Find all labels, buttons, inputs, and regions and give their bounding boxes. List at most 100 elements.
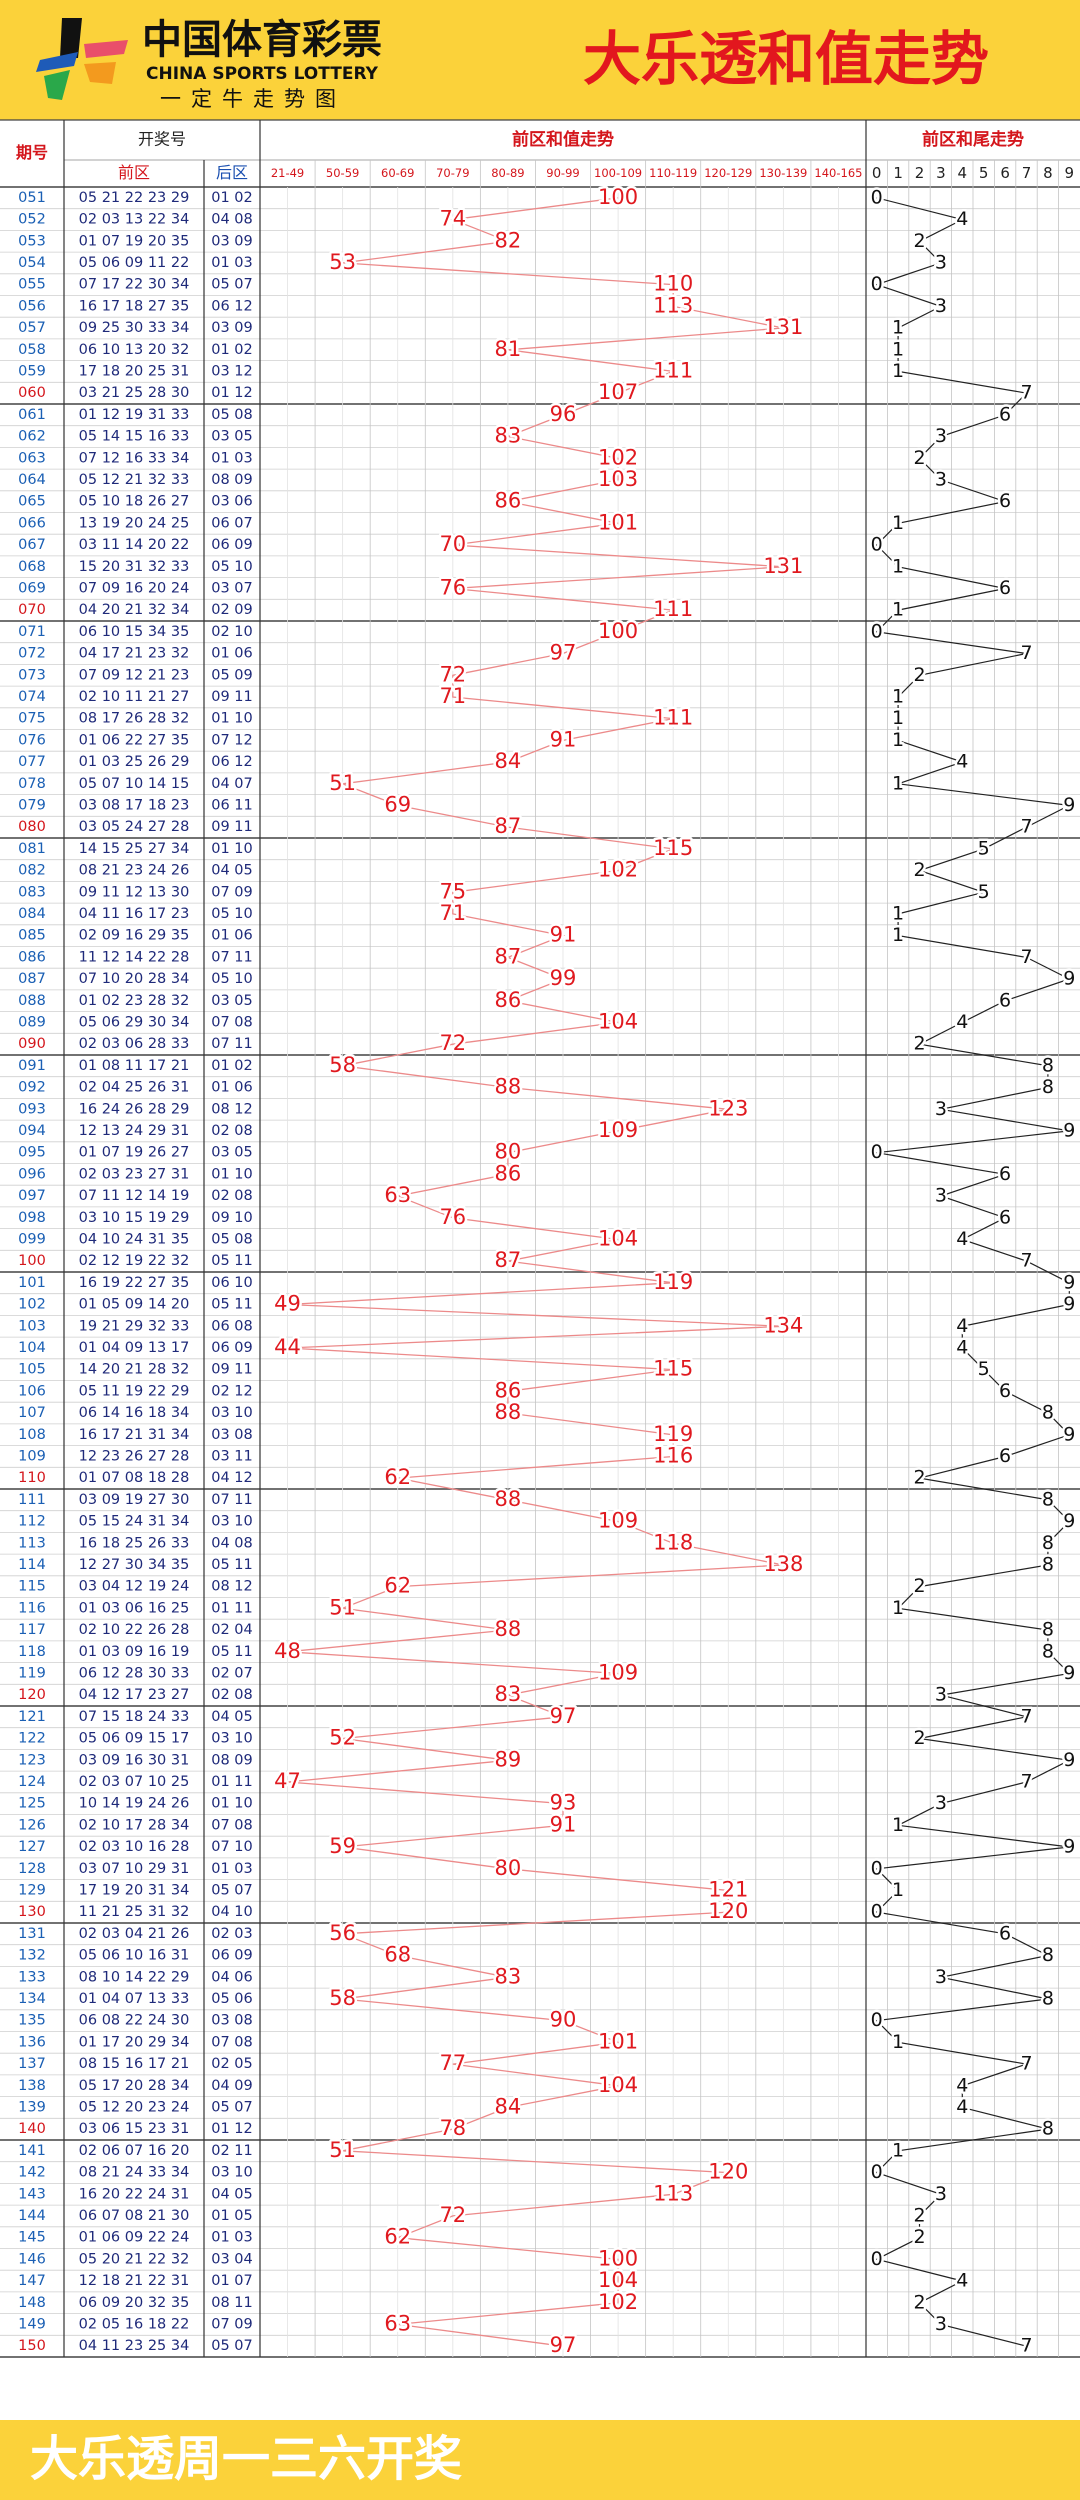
back-numbers: 01 05 xyxy=(211,2208,253,2224)
issue-number: 150 xyxy=(18,2338,46,2354)
logo-green xyxy=(44,70,70,100)
back-numbers: 01 06 xyxy=(211,928,253,944)
back-numbers: 01 02 xyxy=(211,1058,253,1074)
issue-number: 126 xyxy=(18,1817,46,1833)
sum-value: 69 xyxy=(384,792,411,816)
back-numbers: 01 03 xyxy=(211,2230,253,2246)
tail-value: 1 xyxy=(892,1879,904,1901)
front-numbers: 17 19 20 31 34 xyxy=(79,1882,190,1898)
front-numbers: 12 23 26 27 28 xyxy=(79,1448,190,1464)
tail-value: 1 xyxy=(892,360,904,382)
front-numbers: 01 07 19 26 27 xyxy=(79,1145,190,1161)
front-numbers: 13 19 20 24 25 xyxy=(79,515,190,531)
sum-value: 88 xyxy=(495,1487,522,1511)
sum-value: 87 xyxy=(495,814,522,838)
sum-value: 90 xyxy=(550,2008,577,2032)
tail-value: 2 xyxy=(913,859,925,881)
tail-value: 9 xyxy=(1063,1749,1075,1771)
front-numbers: 12 18 21 22 31 xyxy=(79,2273,190,2289)
issue-number: 091 xyxy=(18,1058,46,1074)
issue-number: 139 xyxy=(18,2099,46,2115)
back-numbers: 03 09 xyxy=(211,320,253,336)
front-numbers: 03 08 17 18 23 xyxy=(79,797,190,813)
front-numbers: 06 10 15 34 35 xyxy=(79,624,190,640)
tail-value: 3 xyxy=(935,1966,947,1988)
issue-number: 129 xyxy=(18,1882,46,1898)
sum-value: 86 xyxy=(495,988,522,1012)
header-front: 前区 xyxy=(118,163,150,182)
tail-value: 1 xyxy=(892,707,904,729)
back-numbers: 07 08 xyxy=(211,1817,253,1833)
issue-number: 095 xyxy=(18,1145,46,1161)
sum-range-label: 60-69 xyxy=(381,166,414,180)
front-numbers: 01 02 23 28 32 xyxy=(79,993,190,1009)
sum-range-label: 80-89 xyxy=(491,166,524,180)
back-numbers: 04 08 xyxy=(211,212,253,228)
tail-value: 6 xyxy=(999,1445,1011,1467)
issue-number: 082 xyxy=(18,863,46,879)
front-numbers: 06 12 28 30 33 xyxy=(79,1665,190,1681)
sum-value: 63 xyxy=(384,1183,411,1207)
issue-number: 128 xyxy=(18,1861,46,1877)
back-numbers: 03 06 xyxy=(211,494,253,510)
tail-digit-label: 7 xyxy=(1022,164,1032,182)
tail-value: 0 xyxy=(871,2248,883,2270)
sum-value: 62 xyxy=(384,1574,411,1598)
logo-blue xyxy=(36,52,78,72)
front-numbers: 01 06 22 27 35 xyxy=(79,732,190,748)
front-numbers: 01 07 19 20 35 xyxy=(79,233,190,249)
issue-number: 143 xyxy=(18,2186,46,2202)
back-numbers: 03 11 xyxy=(211,1448,253,1464)
front-numbers: 05 11 19 22 29 xyxy=(79,1383,190,1399)
tail-value: 0 xyxy=(871,620,883,642)
back-numbers: 08 11 xyxy=(211,2295,253,2311)
issue-number: 120 xyxy=(18,1687,46,1703)
sum-range-label: 100-109 xyxy=(594,166,642,180)
back-numbers: 03 10 xyxy=(211,1514,253,1530)
front-numbers: 03 09 16 30 31 xyxy=(79,1752,190,1768)
tail-value: 2 xyxy=(913,2291,925,2313)
sum-value: 68 xyxy=(384,1943,411,1967)
front-numbers: 12 13 24 29 31 xyxy=(79,1123,190,1139)
tail-digit-label: 1 xyxy=(893,164,903,182)
front-numbers: 07 17 22 30 34 xyxy=(79,277,190,293)
tail-value: 7 xyxy=(1020,1705,1032,1727)
issue-number: 072 xyxy=(18,646,46,662)
tail-value: 7 xyxy=(1020,382,1032,404)
tail-value: 6 xyxy=(999,577,1011,599)
tail-value: 3 xyxy=(935,1792,947,1814)
front-numbers: 02 09 16 29 35 xyxy=(79,928,190,944)
front-numbers: 02 03 13 22 34 xyxy=(79,212,190,228)
sum-value: 84 xyxy=(495,2094,522,2118)
tail-value: 8 xyxy=(1042,1640,1054,1662)
header-sum: 前区和值走势 xyxy=(512,129,614,150)
sum-value: 78 xyxy=(439,2116,466,2140)
front-numbers: 01 05 09 14 20 xyxy=(79,1297,190,1313)
issue-number: 094 xyxy=(18,1123,46,1139)
issue-number: 056 xyxy=(18,298,46,314)
tail-value: 1 xyxy=(892,512,904,534)
issue-number: 131 xyxy=(18,1926,46,1942)
sum-value: 93 xyxy=(550,1791,577,1815)
logo-stroke xyxy=(60,18,82,58)
back-numbers: 01 10 xyxy=(211,711,253,727)
front-numbers: 06 07 08 21 30 xyxy=(79,2208,190,2224)
sum-value: 97 xyxy=(550,641,577,665)
tail-value: 2 xyxy=(913,664,925,686)
sum-value: 91 xyxy=(550,727,577,751)
issue-number: 081 xyxy=(18,841,46,857)
sum-value: 51 xyxy=(329,2138,356,2162)
front-numbers: 09 11 12 13 30 xyxy=(79,884,190,900)
back-numbers: 04 10 xyxy=(211,1904,253,1920)
back-numbers: 03 08 xyxy=(211,1427,253,1443)
front-numbers: 02 05 16 18 22 xyxy=(79,2316,190,2332)
front-numbers: 07 15 18 24 33 xyxy=(79,1709,190,1725)
tail-value: 4 xyxy=(956,1228,968,1250)
tail-value: 1 xyxy=(892,902,904,924)
front-numbers: 04 11 23 25 34 xyxy=(79,2338,190,2354)
tail-value: 1 xyxy=(892,1814,904,1836)
back-numbers: 03 05 xyxy=(211,993,253,1009)
issue-number: 061 xyxy=(18,407,46,423)
tail-value: 1 xyxy=(892,772,904,794)
header-issue: 期号 xyxy=(16,143,48,162)
